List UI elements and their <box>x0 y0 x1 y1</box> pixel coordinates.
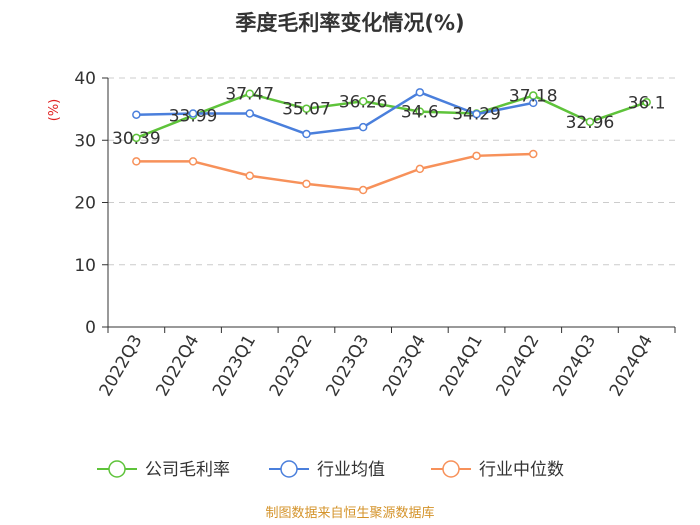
y-tick-label: 30 <box>74 131 96 151</box>
source-note: 制图数据来自恒生聚源数据库 <box>265 505 434 521</box>
data-label: 36.1 <box>628 93 666 113</box>
data-point <box>245 171 254 180</box>
legend-item: 行业均值 <box>269 460 385 480</box>
data-point <box>415 107 425 116</box>
x-tick-label: 2023Q1 <box>209 332 260 400</box>
legend-label: 行业均值 <box>317 460 385 480</box>
data-point <box>302 104 311 113</box>
data-point <box>188 109 198 118</box>
data-point <box>132 110 141 119</box>
legend-marker <box>280 460 298 478</box>
legend-item: 公司毛利率 <box>97 460 230 480</box>
data-point <box>472 151 481 161</box>
x-tick-label: 2024Q2 <box>493 332 544 400</box>
data-point <box>188 157 198 166</box>
series-line <box>136 91 534 136</box>
chart-title: 季度毛利率变化情况(%) <box>235 11 464 35</box>
x-tick-label: 2022Q3 <box>96 332 147 400</box>
x-tick-label: 2024Q1 <box>436 332 487 400</box>
legend-marker <box>108 460 126 478</box>
data-label: 36.26 <box>339 92 388 112</box>
data-label: 37.47 <box>225 85 274 105</box>
legend: 公司毛利率 行业均值 行业中位数 <box>97 460 564 480</box>
data-point <box>472 109 481 119</box>
y-tick-label: 10 <box>74 256 96 276</box>
y-axis-label: (%) <box>47 99 62 122</box>
data-label: 34.29 <box>452 105 501 125</box>
data-point <box>642 98 651 107</box>
x-tick-label: 2024Q3 <box>549 332 600 400</box>
x-tick-label: 2023Q3 <box>322 332 373 400</box>
x-tick-label: 2022Q4 <box>152 332 203 400</box>
y-tick-label: 20 <box>74 194 96 214</box>
series-line <box>136 152 534 192</box>
data-point <box>358 97 368 106</box>
data-label: 37.18 <box>509 87 558 107</box>
data-labels: 30.39 33.99 37.47 35.07 36.26 34.6 34.29 37.18 3… <box>112 85 666 149</box>
data-point <box>358 185 368 195</box>
data-point <box>302 179 311 189</box>
data-label: 33.99 <box>169 106 218 126</box>
series-line <box>135 92 648 139</box>
legend-label: 公司毛利率 <box>145 460 230 480</box>
data-point <box>529 149 538 159</box>
data-point <box>585 117 595 127</box>
data-point <box>245 109 254 118</box>
data-label: 30.39 <box>112 129 161 149</box>
data-label: 35.07 <box>282 100 331 120</box>
data-point <box>302 129 311 139</box>
series <box>132 88 651 195</box>
data-point <box>415 88 425 97</box>
y-tick-label: 40 <box>74 69 96 89</box>
legend-label: 行业中位数 <box>479 460 564 480</box>
y-tick-label: 0 <box>85 318 96 338</box>
data-label: 32.96 <box>566 113 615 133</box>
data-point <box>415 164 425 174</box>
legend-item: 行业中位数 <box>431 460 564 480</box>
data-point <box>529 98 538 108</box>
x-tick-label: 2023Q4 <box>379 332 430 400</box>
data-label: 34.6 <box>401 103 439 123</box>
data-point <box>132 133 141 143</box>
legend-marker <box>442 460 460 478</box>
data-point <box>132 157 141 166</box>
x-tick-label: 2024Q4 <box>606 332 657 400</box>
data-point <box>245 89 254 98</box>
x-tick-label: 2023Q2 <box>266 332 317 400</box>
data-point <box>358 122 368 132</box>
